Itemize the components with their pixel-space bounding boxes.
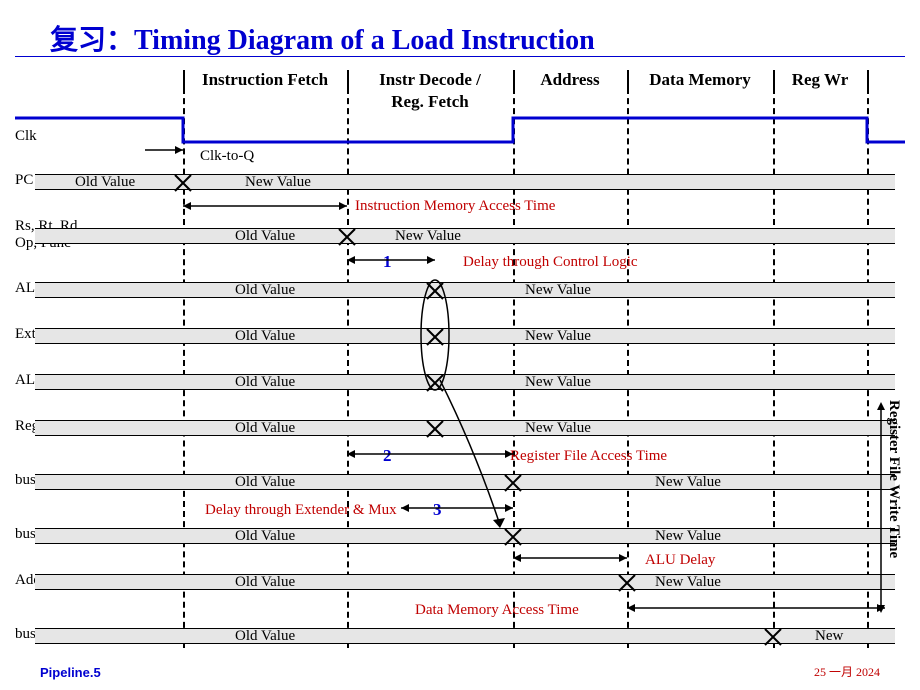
new-value: New Value xyxy=(525,328,591,345)
old-value: Old Value xyxy=(235,474,295,491)
transition-marker xyxy=(173,173,193,193)
signal-bar: Old Value New Value xyxy=(35,328,895,344)
old-value: Old Value xyxy=(235,328,295,345)
signal-bar: Old Value New Value xyxy=(35,228,895,244)
timing-arrow xyxy=(342,252,440,268)
clock-waveform xyxy=(15,70,905,150)
page-title: 复习：Timing Diagram of a Load Instruction xyxy=(50,18,595,58)
old-value: Old Value xyxy=(235,374,295,391)
transition-marker xyxy=(763,627,783,647)
title-prefix: 复习： xyxy=(50,25,134,56)
new-value: New Value xyxy=(655,474,721,491)
phase-divider xyxy=(183,88,185,648)
transition-marker xyxy=(337,227,357,247)
transition-marker xyxy=(617,573,637,593)
signal-label: Clk xyxy=(15,128,37,145)
new-value: New Value xyxy=(395,228,461,245)
phase-divider xyxy=(867,88,869,648)
annotation: Delay through Extender & Mux xyxy=(205,502,397,519)
signal-bar: Old Value New Value xyxy=(35,174,895,190)
new-value: New xyxy=(815,628,843,645)
title-underline xyxy=(15,56,905,57)
signal-label: PC xyxy=(15,172,33,189)
signal-bar: Old Value New Value xyxy=(35,282,895,298)
old-value: Old Value xyxy=(235,628,295,645)
footer-left: Pipeline.5 xyxy=(40,665,101,680)
signal-bar: Old Value New xyxy=(35,628,895,644)
annotation: Data Memory Access Time xyxy=(415,602,579,619)
timing-arrow xyxy=(140,142,188,158)
new-value: New Value xyxy=(655,528,721,545)
new-value: New Value xyxy=(245,174,311,191)
signal-bar: Old Value New Value xyxy=(35,574,895,590)
annotation: Instruction Memory Access Time xyxy=(355,198,555,215)
timing-arrow xyxy=(622,600,890,616)
footer-right: 25 一月 2024 xyxy=(814,663,880,680)
timing-arrow xyxy=(508,550,632,566)
old-value: Old Value xyxy=(235,282,295,299)
vertical-arrow xyxy=(873,400,889,620)
old-value: Old Value xyxy=(235,420,295,437)
curved-arrow xyxy=(415,370,535,550)
old-value: Old Value xyxy=(75,174,135,191)
new-value: New Value xyxy=(655,574,721,591)
title-main: Timing Diagram of a Load Instruction xyxy=(134,25,595,56)
old-value: Old Value xyxy=(235,528,295,545)
phase-divider xyxy=(347,88,349,648)
phase-divider xyxy=(773,88,775,648)
timing-diagram: Instruction FetchInstr Decode /Reg. Fetc… xyxy=(15,70,905,660)
new-value: New Value xyxy=(525,282,591,299)
annotation: Clk-to-Q xyxy=(200,148,254,165)
annotation: ALU Delay xyxy=(645,552,715,569)
old-value: Old Value xyxy=(235,574,295,591)
old-value: Old Value xyxy=(235,228,295,245)
timing-arrow xyxy=(178,198,352,214)
annotation: Delay through Control Logic xyxy=(463,254,638,271)
